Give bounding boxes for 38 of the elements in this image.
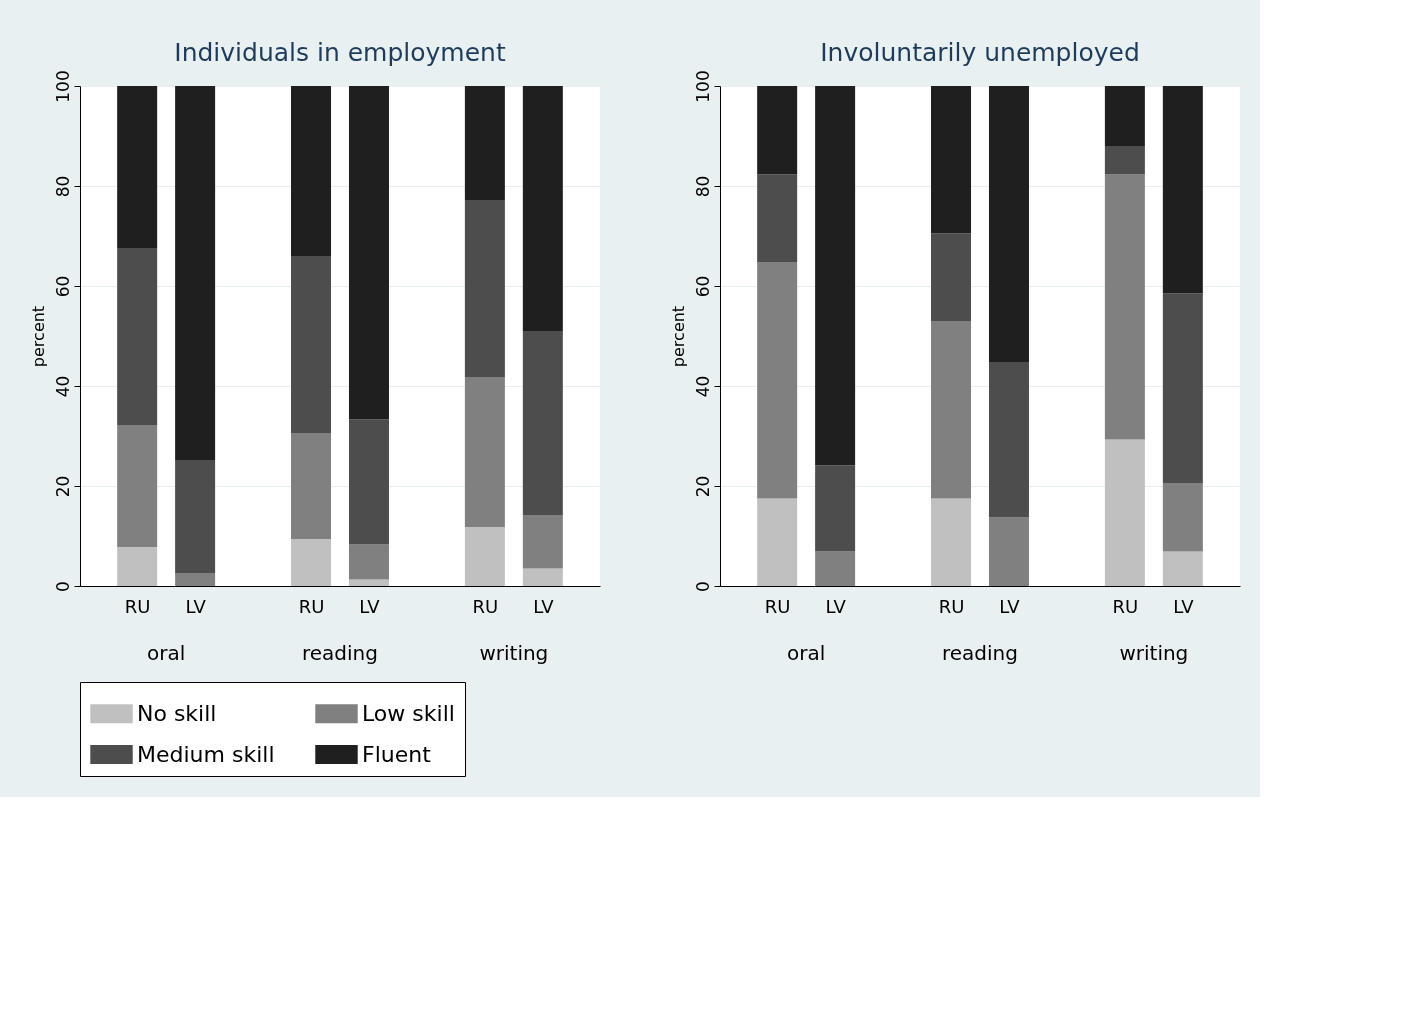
x-tick-label: LV: [185, 595, 207, 617]
x-tick-label: LV: [533, 595, 555, 617]
text: oral: [787, 641, 826, 665]
x-tick-label: LV: [825, 595, 847, 617]
x-tick-label: LV: [999, 595, 1021, 617]
x-tick-label: RU: [764, 595, 791, 617]
text: reading: [302, 641, 378, 665]
legend-label: Medium skill: [137, 741, 275, 767]
text: reading: [942, 641, 1018, 665]
y-axis-title: percent: [668, 305, 688, 368]
y-tick-label: 0: [52, 581, 73, 592]
y-tick-label: 40: [52, 375, 73, 398]
y-tick-label: 20: [692, 475, 713, 498]
x-tick-label: LV: [359, 595, 381, 617]
chart-title: Individuals in employment: [174, 37, 506, 67]
y-tick-label: 40: [692, 375, 713, 398]
x-tick-label: RU: [1112, 595, 1139, 617]
x-tick-label: LV: [1173, 595, 1195, 617]
chart-title: Involuntarily unemployed: [820, 37, 1140, 67]
x-tick-label: RU: [124, 595, 151, 617]
x-tick-label: RU: [472, 595, 499, 617]
legend-label: Low skill: [362, 700, 455, 726]
y-tick-label: 60: [52, 275, 73, 298]
text: oral: [147, 641, 186, 665]
y-tick-label: 80: [52, 175, 73, 198]
y-tick-label: 100: [692, 70, 713, 103]
y-tick-label: 80: [692, 175, 713, 198]
y-tick-label: 100: [52, 70, 73, 103]
legend-label: Fluent: [362, 741, 432, 767]
legend-label: No skill: [137, 700, 217, 726]
x-tick-label: RU: [938, 595, 965, 617]
y-axis-title: percent: [28, 305, 48, 368]
y-tick-label: 0: [692, 581, 713, 592]
y-tick-label: 20: [52, 475, 73, 498]
text: writing: [479, 641, 549, 665]
x-tick-label: RU: [298, 595, 325, 617]
text: writing: [1119, 641, 1189, 665]
y-tick-label: 60: [692, 275, 713, 298]
